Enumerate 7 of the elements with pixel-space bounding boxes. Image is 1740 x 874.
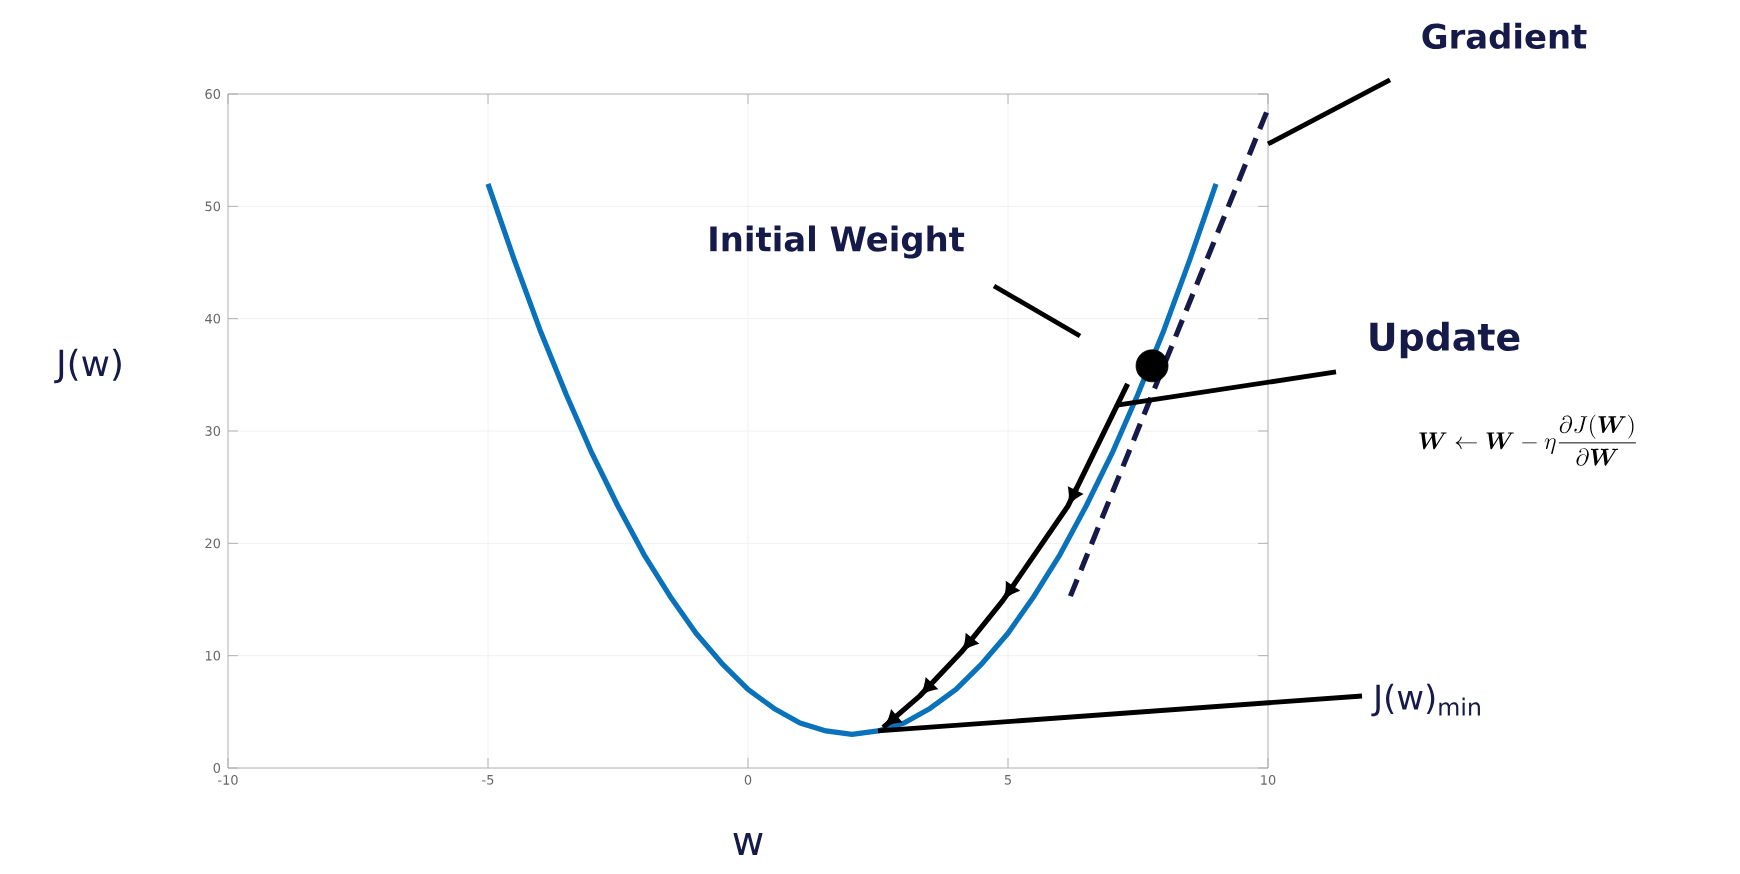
- annotation: J(w)$_{min}$: [1371, 683, 1480, 717]
- annotation: Update: [1370, 321, 1520, 359]
- annotation: Initial Weight: [710, 225, 965, 259]
- x-axis-title: w: [733, 833, 763, 855]
- y-axis-title: J(w): [54, 348, 121, 384]
- text: Gradient: [1422, 22, 1587, 50]
- text: $\boldsymbol{W} \leftarrow \boldsymbol{W} - \eta \frac{\partial J(\boldsymbol{W})}{\partial \boldsymbol{W}}$: [1419, 414, 1636, 466]
